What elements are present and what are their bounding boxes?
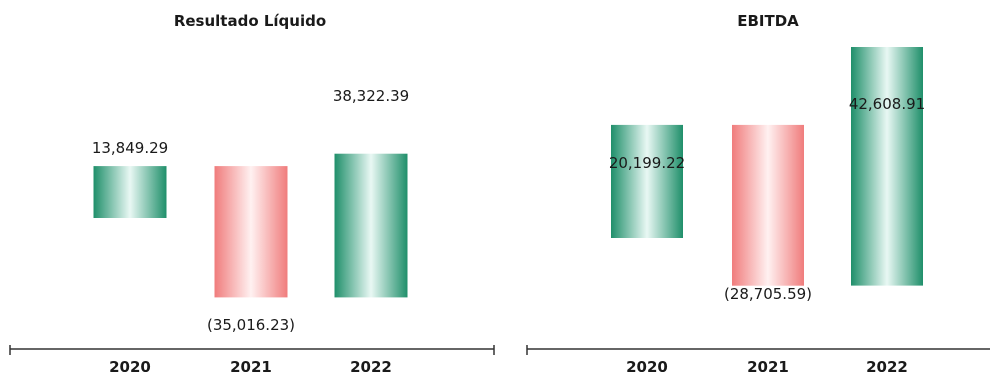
data-label-2021: (35,016.23) — [207, 316, 295, 334]
data-labels: 13,849.29 (35,016.23) 38,322.39 — [92, 87, 409, 334]
bar-2020 — [93, 166, 167, 218]
data-label-2021: (28,705.59) — [724, 285, 812, 303]
category-label-2022: 2022 — [350, 358, 392, 376]
data-label-2022: 38,322.39 — [333, 87, 409, 105]
category-label-2021: 2021 — [230, 358, 272, 376]
category-label-2022: 2022 — [866, 358, 908, 376]
data-labels: 20,199.22 (28,705.59) 42,608.91 — [609, 95, 925, 303]
category-label-2020: 2020 — [626, 358, 668, 376]
bars-group — [93, 153, 408, 298]
category-label-2020: 2020 — [109, 358, 151, 376]
chart-title: Resultado Líquido — [174, 12, 326, 30]
bar-2022 — [334, 153, 408, 298]
bars-group — [611, 47, 923, 286]
bar-2020 — [611, 124, 683, 238]
data-label-2020: 13,849.29 — [92, 139, 168, 157]
data-label-2022: 42,608.91 — [849, 95, 925, 113]
category-label-2021: 2021 — [747, 358, 789, 376]
data-label-2020: 20,199.22 — [609, 154, 685, 172]
chart-ebitda: EBITDA 20,199.22 (28,705.59) 42,608.91 2… — [526, 12, 990, 376]
bar-2021 — [732, 124, 804, 286]
chart-title: EBITDA — [737, 12, 799, 30]
bar-2022 — [851, 47, 923, 286]
bar-2021 — [214, 166, 288, 298]
chart-resultado-liquido: Resultado Líquido 13,849.29 (35,016.23) … — [9, 12, 495, 376]
category-labels: 2020 2021 2022 — [626, 358, 908, 376]
category-labels: 2020 2021 2022 — [109, 358, 392, 376]
